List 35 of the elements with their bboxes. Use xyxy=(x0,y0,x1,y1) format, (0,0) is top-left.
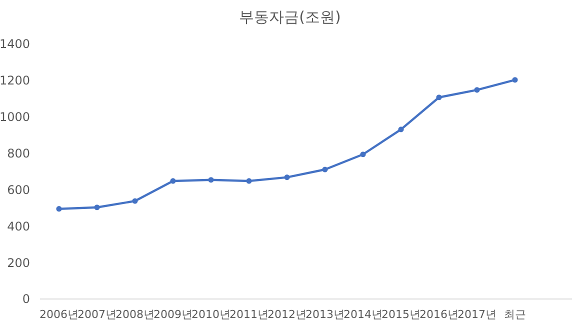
y-tick-label: 0 xyxy=(22,292,30,306)
x-tick-label: 2014년 xyxy=(344,308,382,321)
y-tick-label: 1000 xyxy=(0,110,30,124)
point xyxy=(322,166,328,172)
point xyxy=(436,94,442,100)
point xyxy=(94,204,100,210)
point xyxy=(360,152,366,158)
point xyxy=(170,178,176,184)
y-tick-label: 1400 xyxy=(0,37,30,52)
x-tick-label: 2010년 xyxy=(192,308,230,321)
point xyxy=(398,126,404,132)
point xyxy=(474,87,480,93)
point xyxy=(512,77,518,83)
x-tick-label: 2012년 xyxy=(268,308,306,321)
point xyxy=(246,178,252,184)
point xyxy=(132,198,138,204)
x-tick-label: 2011년 xyxy=(230,308,268,321)
x-tick-label: 2015년 xyxy=(382,308,420,321)
point xyxy=(284,174,290,180)
x-tick-label: 2017년 xyxy=(458,308,496,321)
x-tick-label: 2007년 xyxy=(78,308,116,321)
chart-title: 부동자금(조원) xyxy=(239,8,341,26)
y-tick-label: 600 xyxy=(7,182,30,197)
x-tick-label: 2008년 xyxy=(116,308,154,321)
x-tick-label: 2013년 xyxy=(306,308,344,321)
x-tick-label: 최근 xyxy=(504,308,526,321)
x-tick-label: 2016년 xyxy=(420,308,458,321)
x-tick-label: 2006년 xyxy=(40,308,78,321)
y-tick-label: 800 xyxy=(7,146,30,160)
point xyxy=(56,206,62,212)
y-tick-label: 400 xyxy=(7,219,30,234)
y-tick-label: 1200 xyxy=(0,74,30,88)
x-tick-label: 2009년 xyxy=(154,308,192,321)
y-tick-label: 200 xyxy=(7,256,30,270)
point xyxy=(208,177,214,183)
